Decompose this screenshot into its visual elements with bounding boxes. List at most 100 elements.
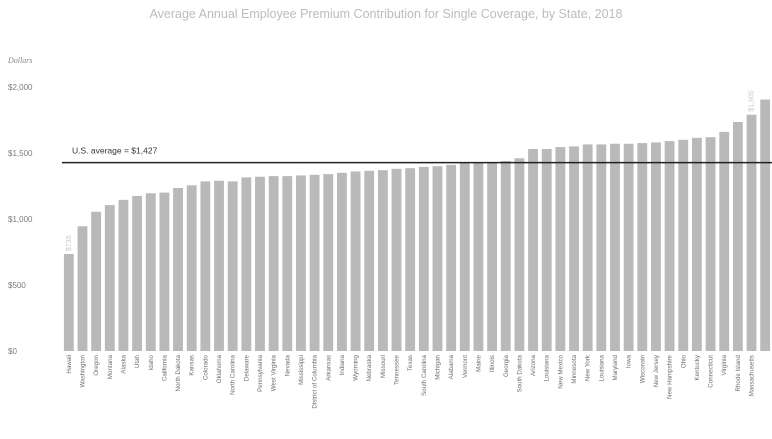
x-tick-label: Kansas <box>189 355 196 376</box>
x-tick-label: Oregon <box>93 354 100 375</box>
bar <box>214 180 224 351</box>
x-tick-label: Indiana <box>339 354 346 375</box>
bar <box>104 205 115 351</box>
bar <box>309 174 320 351</box>
x-tick-label: Colorado <box>202 354 209 380</box>
bar <box>118 199 129 351</box>
bar <box>227 181 238 351</box>
x-tick-label: Pennsylvania <box>257 354 264 391</box>
x-tick-label: Texas <box>407 355 414 371</box>
data-label: $735 <box>66 235 73 251</box>
bar <box>541 149 552 351</box>
x-tick-label: Ohio <box>680 354 687 368</box>
x-tick-label: Rhode Island <box>735 354 742 391</box>
bar <box>487 162 498 351</box>
x-tick-label: New York <box>585 354 592 381</box>
bar <box>255 176 265 351</box>
x-tick-label: California <box>161 354 168 381</box>
bar <box>582 144 593 351</box>
x-tick-label: South Carolina <box>421 354 428 395</box>
bar <box>132 195 143 351</box>
us-average-label: U.S. average = $1,427 <box>72 146 158 156</box>
x-tick-label: Arkansas <box>325 355 332 381</box>
bar <box>241 177 252 351</box>
y-axis-title: Dollars <box>7 56 32 65</box>
x-tick-label: Vermont <box>462 355 469 378</box>
bar <box>91 211 102 351</box>
x-tick-label: New Jersey <box>653 354 660 387</box>
bar <box>651 142 661 351</box>
x-tick-label: Washington <box>79 354 86 387</box>
bar <box>323 174 334 351</box>
bar <box>623 143 634 351</box>
x-tick-label: Kentucky <box>694 354 701 380</box>
x-tick-label: Oklahoma <box>216 354 223 383</box>
x-tick-label: Louisiana <box>544 354 551 381</box>
x-tick-label: Massachusetts <box>749 355 756 396</box>
x-tick-label: Nebraska <box>366 354 373 381</box>
bar <box>282 176 293 351</box>
x-tick-label: Idaho <box>148 354 155 370</box>
x-tick-label: New Hampshire <box>667 354 674 399</box>
bar <box>732 121 743 351</box>
bar <box>664 141 675 351</box>
x-tick-label: Illinois <box>489 355 496 372</box>
y-tick-label: $0 <box>8 347 17 356</box>
x-tick-label: Iowa <box>626 354 633 368</box>
x-tick-label: Utah <box>134 354 141 368</box>
bar <box>173 187 183 351</box>
x-tick-label: West Virginia <box>271 354 278 391</box>
chart-title: Average Annual Employee Premium Contribu… <box>149 7 623 21</box>
bar <box>268 176 279 351</box>
bar <box>200 181 211 351</box>
x-tick-label: Michigan <box>434 354 441 379</box>
bar <box>596 144 607 351</box>
bar <box>473 162 484 351</box>
x-tick-label: Maryland <box>612 354 619 380</box>
y-tick-label: $2,000 <box>8 83 33 92</box>
data-label: $1,905 <box>749 90 756 112</box>
bar <box>459 162 470 351</box>
x-tick-label: Minnesota <box>571 354 578 383</box>
y-tick-label: $1,000 <box>8 215 33 224</box>
x-tick-label: North Dakota <box>175 354 182 391</box>
bar <box>336 172 347 351</box>
bar <box>391 168 402 351</box>
bar <box>296 175 306 351</box>
x-tick-label: Wisconsin <box>639 354 646 383</box>
bar <box>446 164 457 351</box>
bar <box>760 99 771 351</box>
x-tick-label: Wyoming <box>353 354 360 380</box>
x-tick-label: Delaware <box>243 354 250 381</box>
bar <box>637 143 648 351</box>
bar <box>528 149 538 351</box>
x-tick-label: Montana <box>107 354 114 379</box>
bar <box>350 171 361 351</box>
y-tick-label: $500 <box>8 281 26 290</box>
bar <box>500 160 511 351</box>
bar <box>418 166 429 351</box>
x-tick-label: North Carolina <box>230 354 237 394</box>
x-tick-label: Tennessee <box>394 354 401 384</box>
bar <box>746 114 757 351</box>
bar <box>555 147 566 351</box>
bar <box>678 139 689 351</box>
x-tick-label: Arizona <box>530 354 537 376</box>
x-tick-label: Alabama <box>448 354 455 379</box>
bar <box>691 137 702 351</box>
x-tick-label: New Mexico <box>557 354 564 388</box>
y-tick-label: $1,500 <box>8 149 33 158</box>
x-tick-label: Hawaii <box>66 355 73 374</box>
x-tick-label: Nevada <box>284 354 291 376</box>
x-tick-label: Mississippi <box>298 355 305 385</box>
bar <box>569 146 579 351</box>
x-tick-label: Louisiana <box>598 354 605 381</box>
bar <box>186 185 197 351</box>
bar <box>364 170 375 351</box>
bar <box>63 253 74 351</box>
x-tick-label: District of Columbia <box>312 354 319 408</box>
x-tick-label: Missouri <box>380 355 387 378</box>
x-tick-label: Connecticut <box>708 355 715 388</box>
bar <box>77 226 88 351</box>
